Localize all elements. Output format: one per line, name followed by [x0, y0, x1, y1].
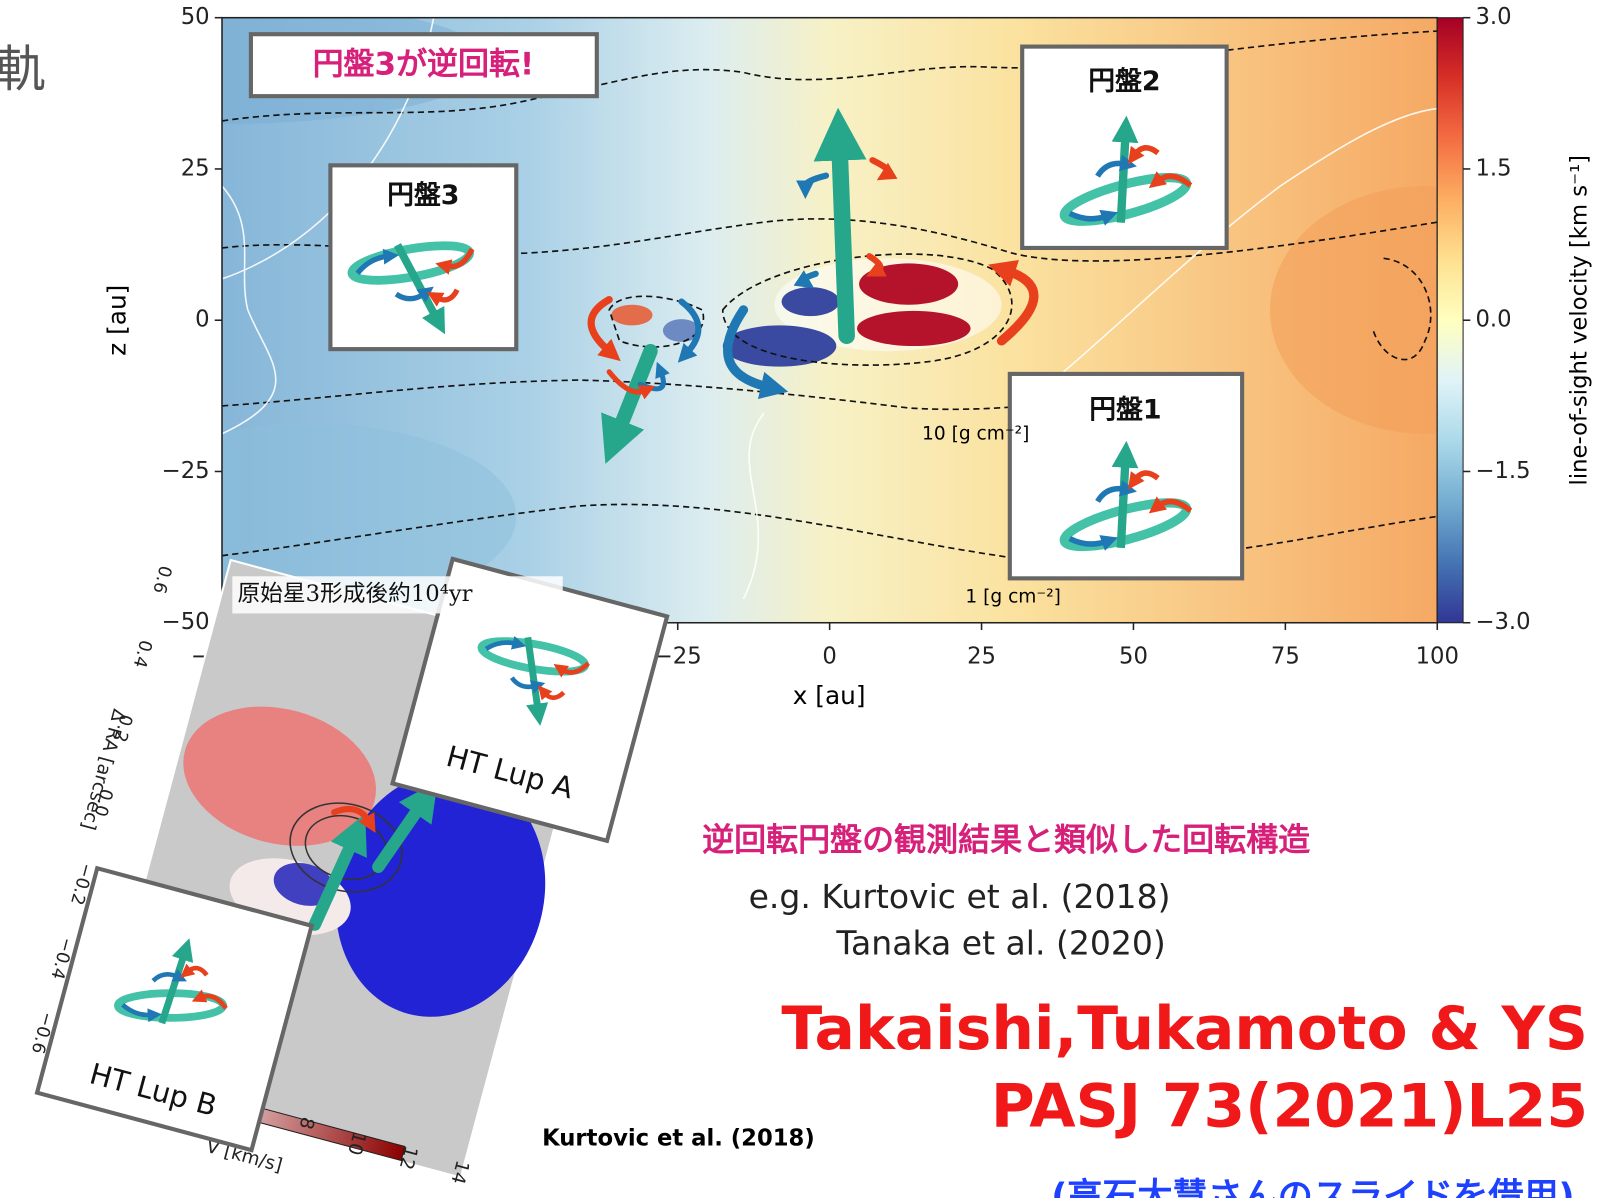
colorbar-tick-label: −3.0	[1475, 609, 1530, 635]
decoration	[869, 157, 898, 181]
heatmap	[221, 17, 1438, 623]
y-tick-label: −25	[162, 458, 210, 484]
colorbar-gradient	[1436, 17, 1464, 624]
colorbar-tick-label: 0.0	[1475, 307, 1511, 333]
decoration	[34, 865, 315, 1153]
decoration	[723, 305, 789, 400]
disk-label: 円盤1	[1089, 395, 1161, 426]
credit: Kurtovic et al. (2018)	[542, 1126, 815, 1152]
colorbar-tick-label: −1.5	[1475, 458, 1530, 484]
ra-axis-label: Δ RA [arcsec]	[77, 707, 129, 832]
decoration	[866, 253, 887, 277]
colorbar-label: line-of-sight velocity [km s⁻¹]	[1566, 155, 1592, 486]
y-tick-label: 0	[195, 307, 209, 333]
colorbar: −3.0 −1.5 0.0 1.5 3.0	[1436, 4, 1531, 635]
heatmap-field	[1270, 186, 1438, 434]
borrowed-note: (高石大慧さんのスライドを借用)	[1051, 1176, 1574, 1198]
decoration	[796, 172, 830, 199]
decoration	[273, 862, 335, 906]
decoration	[721, 253, 1013, 366]
time-label: 原始星3形成後約10⁴yr	[237, 581, 472, 607]
disk-label: 円盤3	[387, 180, 459, 211]
contour-label: 1 [g cm⁻²]	[965, 586, 1061, 607]
x-tick-label: 75	[1271, 643, 1300, 669]
source-box: HT Lup A	[390, 556, 670, 844]
decoration	[331, 805, 376, 833]
heatmap-field	[859, 263, 959, 305]
paper-authors: Takaishi,Tukamoto & YS	[781, 994, 1588, 1064]
reference: Tanaka et al. (2020)	[835, 923, 1165, 962]
heatmap-field	[856, 310, 971, 347]
source-box: HT Lup B	[34, 865, 315, 1153]
decoration	[308, 813, 367, 931]
side-text: 軌	[0, 40, 45, 98]
heatmap-field	[781, 287, 840, 317]
x-tick-label: 50	[1119, 643, 1148, 669]
x-tick-label: −25	[654, 643, 702, 669]
decoration	[813, 107, 867, 344]
decoration	[606, 369, 656, 400]
y-tick-label: −50	[162, 609, 210, 635]
headline: 円盤3が逆回転!	[313, 47, 534, 83]
decoration	[677, 298, 702, 363]
rotation-arrow	[587, 107, 1039, 464]
plot-area: x [au] z [au] −3.0 −1.5 0.0 1.5 3.0 line-of-…	[103, 4, 1593, 710]
heatmap-field	[221, 423, 517, 610]
decoration	[328, 163, 519, 352]
x-tick-label: 100	[1416, 643, 1459, 669]
decoration	[1372, 257, 1432, 361]
decoration	[183, 706, 376, 846]
y-axis-label: z [au]	[103, 285, 132, 356]
heatmap-field	[611, 304, 653, 326]
reference: e.g. Kurtovic et al. (2018)	[749, 877, 1171, 916]
x-tick-label: 25	[967, 643, 996, 669]
decoration	[587, 295, 621, 362]
similarity-note: 逆回転円盤の観測結果と類似した回転構造	[702, 821, 1310, 859]
decoration	[793, 270, 819, 289]
decoration	[988, 260, 1039, 346]
decoration	[372, 780, 438, 874]
y-tick-label: 50	[181, 4, 210, 30]
v-tick-label: 8	[294, 1115, 317, 1132]
x-axis-label: x [au]	[793, 681, 866, 710]
paper-reference: PASJ 73(2021)L25	[991, 1072, 1588, 1142]
time-label-bg	[232, 576, 563, 614]
decoration	[742, 412, 765, 600]
decoration	[221, 185, 277, 435]
disk-label: 円盤2	[1088, 66, 1160, 97]
colorbar-tick-label: 3.0	[1475, 4, 1511, 30]
decoration	[248, 32, 599, 99]
observation-panel: 0.60.40.20.0−0.2−0.4−0.6Δ RA [arcsec]681…	[27, 556, 815, 1186]
x-tick-label: 0	[822, 643, 836, 669]
y-tick-label: 25	[181, 155, 210, 181]
contour-label: 10 [g cm⁻²]	[922, 423, 1029, 444]
heatmap-field	[722, 325, 837, 367]
annotation: 円盤3が逆回転! 円盤3 円盤2 円盤1 10 [g cm⁻²] 1 [g cm…	[248, 32, 1245, 607]
ra-tick-label: 0.4	[129, 638, 156, 670]
decoration	[335, 771, 546, 1017]
decoration	[1062, 107, 1438, 373]
heatmap-field	[662, 319, 701, 342]
colorbar-tick-label: 1.5	[1475, 155, 1511, 181]
ra-tick-label: 0.6	[148, 563, 175, 595]
